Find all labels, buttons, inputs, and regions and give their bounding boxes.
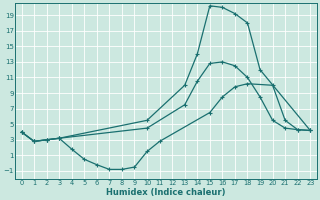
X-axis label: Humidex (Indice chaleur): Humidex (Indice chaleur) [106,188,226,197]
